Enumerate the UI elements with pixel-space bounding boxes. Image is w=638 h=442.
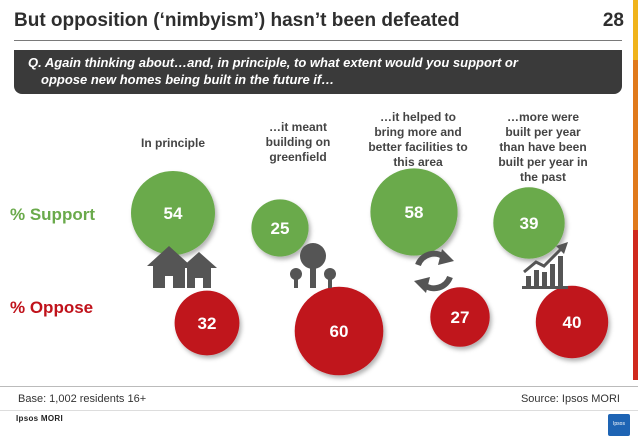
question-line-2: oppose new homes being built in the futu… xyxy=(41,72,335,87)
column-header-line: the past xyxy=(519,170,566,184)
title-divider xyxy=(14,40,622,41)
source-note: Source: Ipsos MORI xyxy=(520,393,620,405)
logo-label: Ipsos xyxy=(613,421,625,427)
support-bubble-3 xyxy=(370,168,458,256)
column-header-facilities: …it helped to bring more and better facili… xyxy=(353,110,483,170)
support-value-label-3: 58 xyxy=(405,203,424,222)
column-header-line: …more were xyxy=(506,110,580,124)
question-banner xyxy=(14,50,622,94)
question-line-1: Q. Again thinking about…and, in principl… xyxy=(28,55,518,70)
sidebar-accent-red xyxy=(633,230,638,380)
column-header-line: building on xyxy=(265,135,331,149)
bubble-layer: 54 25 58 39 32 60 27 40 xyxy=(131,168,609,376)
base-divider xyxy=(0,386,638,387)
column-header-line: built per year in xyxy=(498,155,588,169)
column-header-line: greenfield xyxy=(269,150,327,164)
support-value-label-4: 39 xyxy=(520,214,539,233)
oppose-value-label-1: 32 xyxy=(198,314,217,333)
support-value-label-2: 25 xyxy=(271,219,290,238)
oppose-bubble-4 xyxy=(535,285,609,359)
icon-layer xyxy=(147,242,568,293)
support-bubble-1 xyxy=(131,171,215,255)
support-bubble-4 xyxy=(493,187,565,259)
oppose-bubble-1 xyxy=(174,290,240,356)
oppose-bubble-2 xyxy=(294,286,384,376)
page-title: But opposition (‘nimbyism’) hasn’t been … xyxy=(14,10,460,31)
support-value-label-1: 54 xyxy=(164,204,183,223)
oppose-value-label-3: 27 xyxy=(451,308,470,327)
footer-divider xyxy=(0,410,638,411)
column-header-line: better facilities to xyxy=(368,140,468,154)
column-header-line: bring more and xyxy=(374,125,462,139)
page-number: 28 xyxy=(602,10,624,31)
sidebar-accent-orange xyxy=(633,60,638,230)
column-header-line: built per year xyxy=(505,125,581,139)
oppose-value-label-2: 60 xyxy=(330,322,349,341)
oppose-row-label: % Oppose xyxy=(10,298,94,317)
oppose-value-label-4: 40 xyxy=(563,313,582,332)
support-row-label: % Support xyxy=(10,205,95,224)
oppose-bubble-3 xyxy=(430,287,490,347)
support-bubble-2 xyxy=(251,199,309,257)
column-header-in-principle: In principle xyxy=(108,136,238,151)
column-header-line: …it helped to xyxy=(380,110,456,124)
recycle-arrows-icon xyxy=(414,249,454,293)
column-header-line: …it meant xyxy=(268,120,327,134)
column-header-line: this area xyxy=(393,155,443,169)
column-header-greenfield: …it meant building on greenfield xyxy=(233,120,363,165)
column-header-line: In principle xyxy=(140,136,205,150)
brand-name: Ipsos MORI xyxy=(16,414,64,423)
column-header-line: than have been xyxy=(499,140,587,154)
column-header-more-built: …more were built per year than have been bu… xyxy=(478,110,608,185)
question-text: Q. Again thinking about…and, in principl… xyxy=(28,54,598,88)
sidebar-accent-yellow xyxy=(633,0,638,60)
houses-icon xyxy=(147,246,217,288)
growth-chart-icon xyxy=(522,242,568,289)
base-note: Base: 1,002 residents 16+ xyxy=(18,393,147,405)
ipsos-logo-icon xyxy=(608,414,630,436)
trees-icon xyxy=(290,243,336,288)
